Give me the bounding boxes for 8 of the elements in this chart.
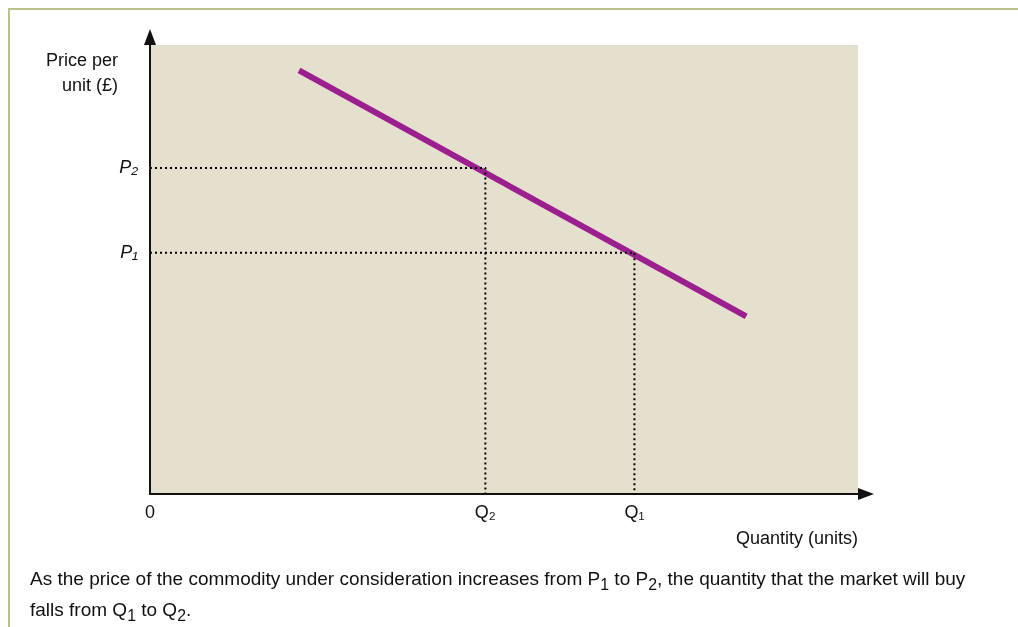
series-label: P₂ (119, 156, 139, 177)
x-tick-label: Q₁ (624, 502, 645, 523)
text: As the price of the commodity under consideration increases from P$_{1}$ to P$_{2}$, the quantity that the market will buy falls from Q$_{1}$ to Q$_{2}$. (30, 568, 966, 624)
x-tick-label: Q₂ (474, 502, 496, 523)
x-axis-title: Quantity (units) (735, 528, 858, 549)
y-axis-title: Price per unit (£) (45, 50, 118, 95)
x-tick-label: 0 (144, 502, 156, 523)
series-label: P₁ (120, 241, 139, 262)
